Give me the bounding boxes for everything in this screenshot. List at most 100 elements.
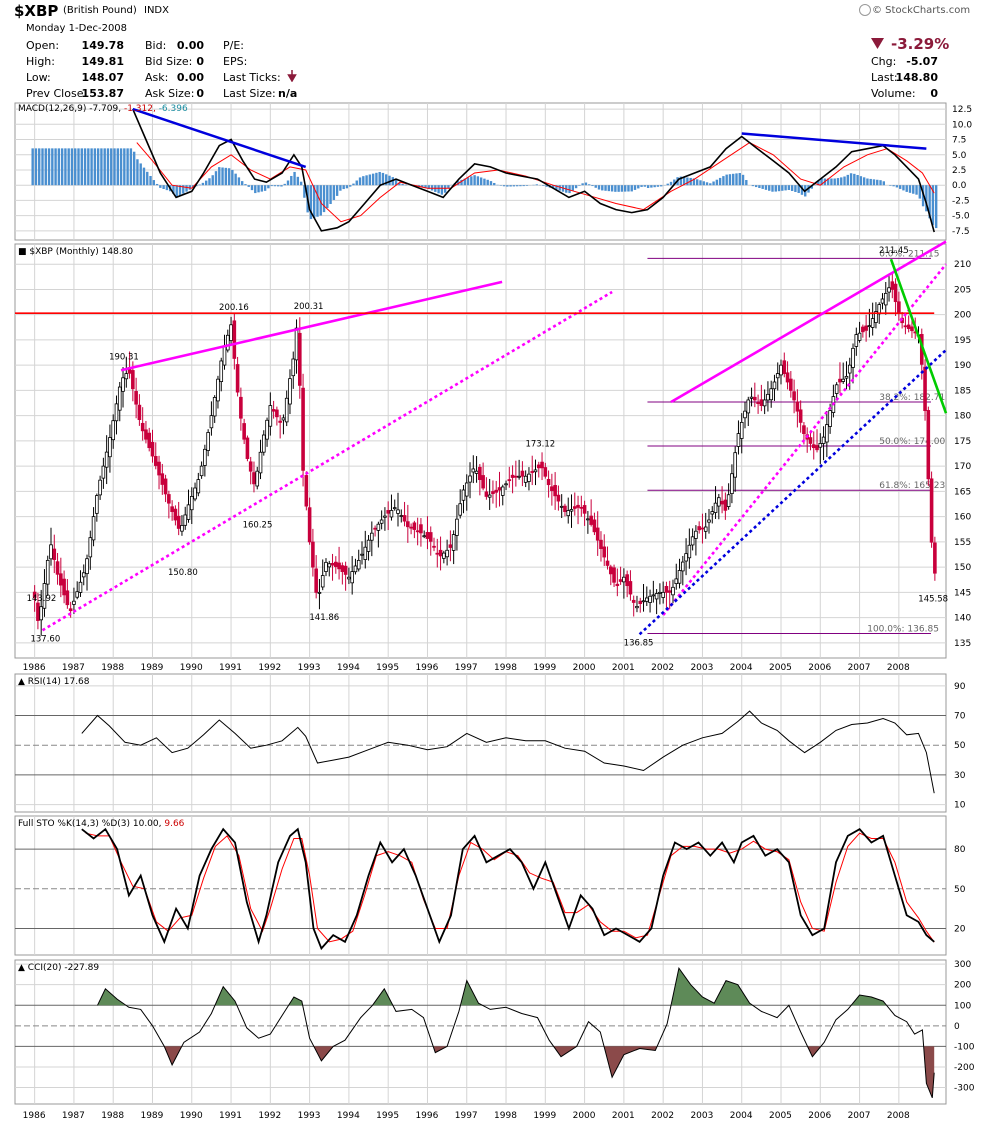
candle-body [186, 504, 191, 520]
macd-histogram-bar [702, 181, 705, 186]
candle-body [828, 410, 832, 427]
candle-body [933, 542, 937, 574]
macd-tick-label: -2.5 [952, 196, 970, 206]
macd-histogram-bar [512, 185, 516, 187]
macd-histogram-bar [64, 148, 67, 186]
x-axis-year-label-bottom: 1987 [62, 1111, 85, 1121]
candle-body [762, 399, 767, 407]
candle-body [442, 552, 446, 559]
macd-histogram-bar [466, 177, 470, 186]
candle-body [579, 506, 584, 509]
prev-close-label: Prev Close: [26, 87, 88, 100]
cci-overbought-area [289, 997, 303, 1006]
macd-histogram-bar [830, 178, 833, 186]
candle-body [798, 409, 803, 423]
candle-body [402, 515, 407, 522]
x-axis-year-label-bottom: 1989 [140, 1111, 163, 1121]
candle-body [536, 464, 541, 469]
macd-histogram-bar [447, 185, 450, 189]
sto-tick-label: 50 [954, 885, 966, 895]
macd-histogram-bar [335, 185, 339, 196]
macd-histogram-bar [371, 173, 375, 186]
macd-histogram-bar [895, 185, 899, 188]
candle-body [95, 495, 99, 514]
rsi-tick-label: 30 [954, 771, 966, 781]
macd-histogram-bar [368, 174, 372, 186]
x-axis-year-label-bottom: 1995 [376, 1111, 399, 1121]
cci-tick-label: -100 [954, 1042, 975, 1052]
x-axis-year-label: 2007 [848, 663, 871, 673]
macd-histogram-bar [545, 185, 548, 187]
macd-histogram-bar [876, 179, 879, 186]
candle-body [242, 423, 246, 440]
down-arrow-icon [287, 70, 297, 82]
candle-body [425, 531, 430, 539]
candle-body [811, 444, 816, 449]
candle-body [114, 403, 119, 422]
candle-body [703, 526, 708, 532]
macd-tick-label: 12.5 [952, 105, 972, 115]
candle-body [690, 536, 695, 546]
candle-body [697, 526, 701, 531]
macd-histogram-bar [250, 185, 254, 191]
macd-line [132, 108, 935, 233]
candle-body [445, 549, 449, 558]
fib-level-label: 38.2%: 182.71 [879, 393, 945, 403]
price-tick-label: 185 [954, 386, 971, 396]
candle-body [72, 600, 76, 605]
candle-body [193, 487, 197, 500]
cci-panel [14, 959, 947, 1105]
macd-histogram-bar [928, 185, 931, 219]
candle-body [216, 378, 220, 402]
price-annotation: 141.86 [309, 613, 339, 623]
macd-histogram-bar [643, 185, 647, 187]
candle-body [383, 515, 387, 518]
candle-body [517, 475, 521, 478]
candle-body [330, 562, 335, 566]
candle-body [785, 372, 790, 383]
macd-histogram-bar [768, 185, 771, 191]
quote-header: $XBP (British Pound) INDX © StockCharts.… [0, 0, 990, 100]
macd-histogram-bar [784, 185, 787, 191]
macd-histogram-bar [257, 185, 260, 193]
macd-histogram-bar [129, 148, 133, 186]
candle-body [212, 397, 217, 417]
bid-value: 0.00 [176, 39, 204, 52]
candle-body [232, 320, 237, 359]
macd-histogram-bar [440, 185, 444, 195]
macd-histogram-bar [705, 182, 709, 186]
macd-histogram-bar [669, 181, 673, 186]
candle-body [782, 360, 787, 374]
candle-body [62, 578, 66, 596]
exchange: INDX [144, 5, 169, 16]
candle-body [766, 393, 770, 401]
macd-histogram-bar [60, 148, 64, 186]
macd-histogram-bar [761, 185, 764, 189]
x-axis-year-label: 1986 [23, 663, 46, 673]
macd-histogram-bar [656, 185, 660, 187]
price-trendline [120, 280, 503, 372]
candle-body [543, 467, 548, 477]
macd-histogram-bar [712, 181, 715, 186]
price-trendline [41, 290, 613, 632]
macd-histogram-bar [424, 185, 427, 189]
bid-size-label: Bid Size: [145, 55, 193, 68]
macd-histogram-bar [394, 178, 398, 186]
candle-body [681, 561, 685, 572]
cci-overbought-area [851, 995, 887, 1006]
candle-body [723, 499, 728, 511]
candle-body [834, 384, 839, 394]
macd-tick-label: -7.5 [952, 227, 970, 237]
macd-histogram-bar [342, 185, 345, 190]
cci-oversold-area [314, 1046, 334, 1061]
macd-histogram-bar [136, 159, 139, 186]
macd-histogram-bar [54, 148, 57, 186]
candle-body [559, 505, 564, 508]
macd-histogram-bar [280, 185, 283, 187]
candle-body [481, 475, 485, 489]
x-axis-year-label: 1988 [101, 663, 124, 673]
candle-body [464, 482, 469, 497]
macd-tick-label: 0.0 [952, 181, 967, 191]
macd-histogram-bar [146, 171, 149, 186]
x-axis-year-label-bottom: 2001 [612, 1111, 635, 1121]
